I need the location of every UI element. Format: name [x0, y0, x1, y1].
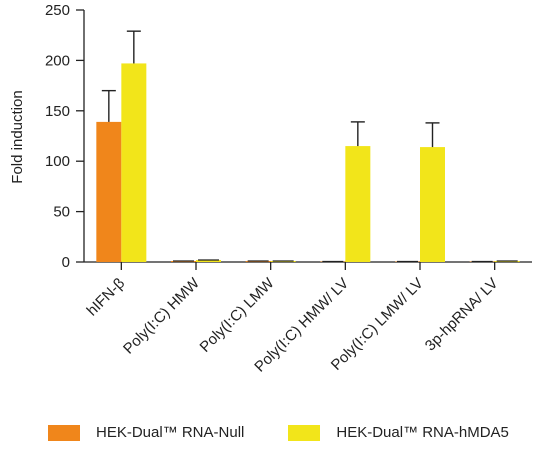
legend: HEK-Dual™ RNA-Null HEK-Dual™ RNA-hMDA5 — [48, 424, 550, 441]
x-tick-label: hIFN-β — [84, 275, 129, 320]
y-tick-label: 0 — [62, 254, 70, 271]
y-tick-label: 50 — [53, 204, 70, 221]
y-axis-title: Fold induction — [9, 90, 26, 183]
x-tick-label: Poly(I:C) LMW — [197, 274, 279, 356]
legend-swatch-null — [48, 424, 80, 441]
x-tick-label: Poly(I:C) HMW — [120, 274, 203, 357]
legend-label-hmda5: HEK-Dual™ RNA-hMDA5 — [336, 424, 509, 441]
y-axis: 0 50 100 150 200 250 — [45, 2, 85, 271]
y-tick-label: 250 — [45, 2, 70, 19]
y-tick-label: 150 — [45, 103, 70, 120]
bars — [96, 30, 520, 263]
legend-label-null: HEK-Dual™ RNA-Null — [96, 424, 245, 441]
y-tick-label: 100 — [45, 153, 70, 170]
legend-swatch-hmda5 — [288, 424, 321, 441]
x-tick-label: 3p-hpRNA/ LV — [422, 275, 502, 355]
bar-hmda5 — [196, 259, 221, 262]
bar-null — [96, 121, 122, 262]
bar-hmda5 — [345, 146, 371, 262]
legend-item-hmda5: HEK-Dual™ RNA-hMDA5 — [288, 424, 509, 441]
bar-hmda5 — [420, 147, 445, 262]
legend-item-null: HEK-Dual™ RNA-Null — [48, 424, 244, 441]
bar-hmda5 — [121, 63, 147, 263]
y-tick-label: 200 — [45, 52, 70, 69]
